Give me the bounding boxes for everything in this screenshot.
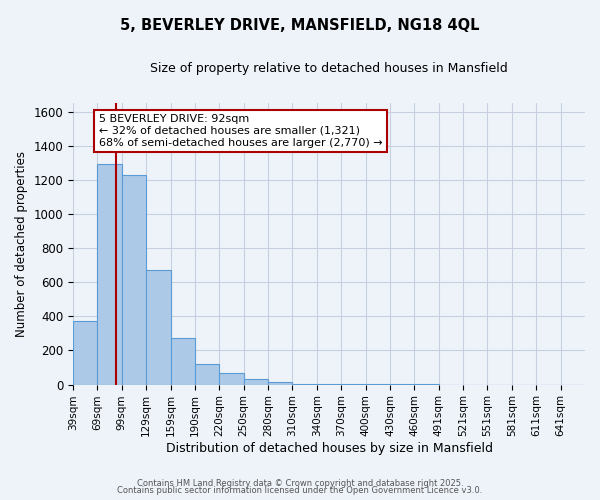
Text: Contains HM Land Registry data © Crown copyright and database right 2025.: Contains HM Land Registry data © Crown c…	[137, 478, 463, 488]
X-axis label: Distribution of detached houses by size in Mansfield: Distribution of detached houses by size …	[166, 442, 493, 455]
Bar	[170, 338, 195, 384]
Bar	[122, 174, 146, 384]
Title: Size of property relative to detached houses in Mansfield: Size of property relative to detached ho…	[150, 62, 508, 76]
Bar	[220, 372, 244, 384]
Text: Contains public sector information licensed under the Open Government Licence v3: Contains public sector information licen…	[118, 486, 482, 495]
Bar	[73, 320, 97, 384]
Text: 5, BEVERLEY DRIVE, MANSFIELD, NG18 4QL: 5, BEVERLEY DRIVE, MANSFIELD, NG18 4QL	[120, 18, 480, 32]
Bar	[244, 378, 268, 384]
Text: 5 BEVERLEY DRIVE: 92sqm
← 32% of detached houses are smaller (1,321)
68% of semi: 5 BEVERLEY DRIVE: 92sqm ← 32% of detache…	[98, 114, 382, 148]
Bar	[195, 364, 220, 384]
Y-axis label: Number of detached properties: Number of detached properties	[15, 151, 28, 337]
Bar	[97, 164, 122, 384]
Bar	[146, 270, 170, 384]
Bar	[268, 382, 292, 384]
